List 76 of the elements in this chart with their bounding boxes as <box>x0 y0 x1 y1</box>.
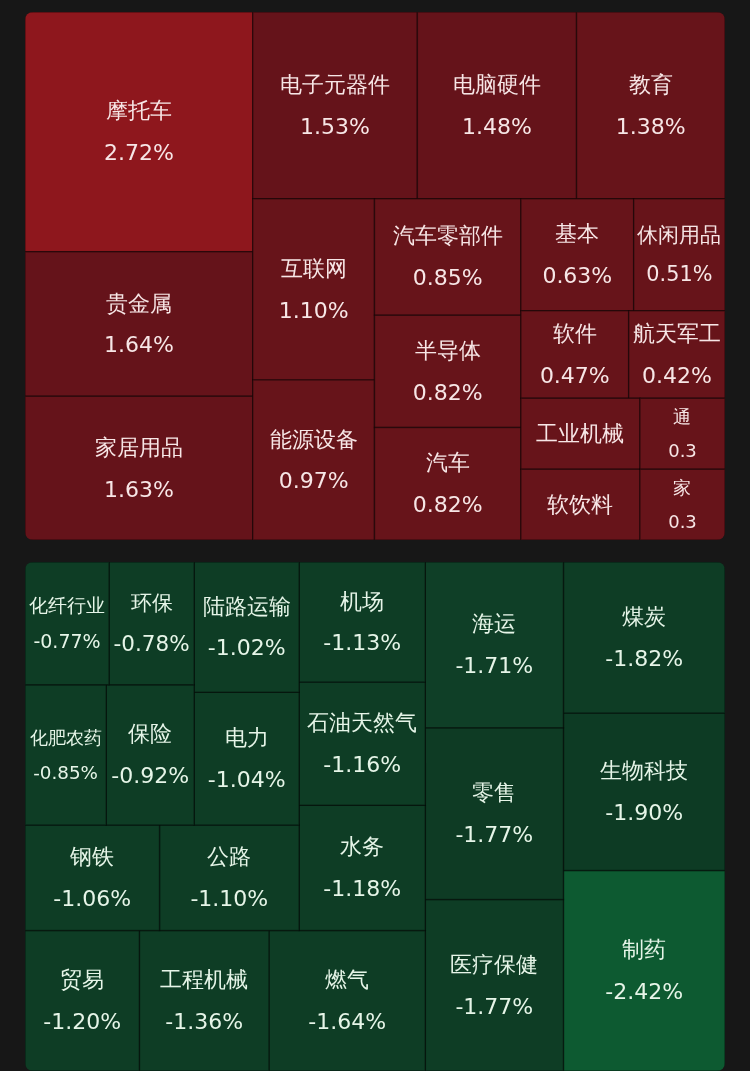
data-label: -1.77% <box>455 821 534 847</box>
category-label: 软件 <box>552 321 597 347</box>
data-label: 0.82% <box>412 492 483 518</box>
category-label: 休闲用品 <box>637 222 722 247</box>
data-label: -1.71% <box>455 653 534 679</box>
data-label: 1.53% <box>300 113 370 139</box>
data-label: 1.38% <box>615 113 686 139</box>
category-label: 贸易 <box>60 967 105 993</box>
category-label: 软饮料 <box>547 492 614 518</box>
category-label: 汽车 <box>425 450 470 476</box>
data-label: 0.51% <box>646 262 713 287</box>
data-label: -1.02% <box>207 635 286 661</box>
data-label: 0.97% <box>278 468 349 494</box>
data-label: 0.63% <box>542 263 613 289</box>
data-label: -1.18% <box>323 876 402 902</box>
category-label: 化肥农药 <box>29 726 102 748</box>
data-label: 0.82% <box>412 379 483 405</box>
category-label: 通 <box>673 406 692 428</box>
data-label: -0.92% <box>111 763 190 789</box>
data-label: 1.64% <box>103 332 174 358</box>
data-label: 1.63% <box>103 476 174 502</box>
category-label: 汽车零部件 <box>392 223 503 249</box>
category-label: 工业机械 <box>536 421 625 447</box>
category-label: 电脑硬件 <box>452 71 541 97</box>
data-label: -1.10% <box>190 886 269 912</box>
category-label: 煤炭 <box>622 604 667 630</box>
data-label: 0.47% <box>539 362 610 388</box>
category-label: 基本 <box>555 221 600 247</box>
data-label: 0.85% <box>412 265 483 291</box>
category-label: 水务 <box>340 834 385 860</box>
category-label: 陆路运输 <box>202 593 291 619</box>
category-label: 互联网 <box>280 255 347 281</box>
category-label: 公路 <box>207 844 252 870</box>
category-label: 海运 <box>472 611 517 637</box>
category-label: 家居用品 <box>94 434 183 460</box>
category-label: 家 <box>673 476 692 498</box>
category-label: 教育 <box>628 71 673 97</box>
data-label: 1.48% <box>462 113 532 139</box>
category-label: 生物科技 <box>600 758 689 784</box>
data-label: -1.13% <box>323 630 402 656</box>
category-label: 环保 <box>130 590 173 616</box>
data-label: -1.04% <box>207 766 286 792</box>
category-label: 零售 <box>472 780 517 806</box>
data-label: -0.77% <box>33 630 101 653</box>
category-label: 医疗保健 <box>450 951 539 977</box>
data-label: -1.90% <box>605 800 684 826</box>
category-label: 制药 <box>622 937 667 963</box>
data-label: -1.06% <box>53 886 132 912</box>
data-label: 2.72% <box>103 140 174 166</box>
category-label: 保险 <box>128 721 173 747</box>
data-label: 0.3 <box>668 511 697 533</box>
data-label: 0.42% <box>641 362 712 388</box>
category-label: 半导体 <box>414 337 481 363</box>
category-label: 化纤行业 <box>29 594 106 617</box>
category-label: 机场 <box>340 588 385 614</box>
data-label: -1.36% <box>165 1009 244 1035</box>
category-label: 电力 <box>224 725 269 751</box>
category-label: 石油天然气 <box>307 710 418 736</box>
category-label: 能源设备 <box>269 426 358 452</box>
data-label: -1.82% <box>605 645 684 671</box>
category-label: 电子元器件 <box>280 71 391 97</box>
data-label: -1.77% <box>455 993 534 1019</box>
data-label: 1.10% <box>278 297 349 323</box>
data-label: -2.42% <box>605 979 684 1005</box>
category-label: 燃气 <box>325 967 370 993</box>
data-label: -0.85% <box>33 761 98 783</box>
data-label: 0.3 <box>668 440 697 462</box>
category-label: 航天军工 <box>632 321 721 347</box>
data-label: -1.64% <box>308 1009 387 1035</box>
category-label: 钢铁 <box>69 844 115 870</box>
category-label: 摩托车 <box>105 98 172 124</box>
data-label: -1.16% <box>323 751 402 777</box>
data-label: -0.78% <box>113 631 190 657</box>
category-label: 贵金属 <box>105 290 172 316</box>
category-label: 工程机械 <box>160 967 249 993</box>
data-label: -1.20% <box>43 1009 122 1035</box>
